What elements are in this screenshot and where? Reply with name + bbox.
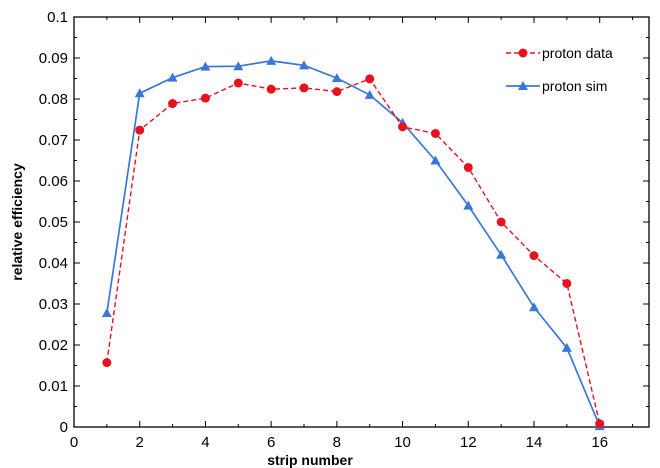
data-point-proton-sim [331,73,342,83]
data-point-proton-sim [364,89,375,99]
y-tick-label: 0.02 [39,337,68,354]
series-proton-sim [101,55,605,431]
data-point-proton-sim [134,88,145,98]
x-axis-label: strip number [267,452,353,468]
y-tick-label: 0.08 [39,91,68,108]
data-point-proton-sim [200,61,211,71]
data-point-proton-data [200,93,210,103]
series-line-proton-data [106,78,601,424]
series-line-proton-sim [106,60,601,427]
x-tick-label: 8 [333,434,341,451]
data-point-proton-data [595,419,605,429]
tick-marks [73,16,649,428]
data-point-proton-data [463,162,473,172]
y-tick-label: 0.04 [39,255,68,272]
data-point-proton-data [299,83,309,93]
x-tick-label: 4 [201,434,209,451]
data-point-proton-sim [299,60,309,70]
data-point-proton-sim [430,155,441,165]
x-tick-label: 2 [136,434,144,451]
y-axis-label: relative efficiency [9,163,25,281]
data-point-proton-sim [266,55,277,65]
data-point-proton-data [233,78,243,88]
legend-label: proton sim [542,78,607,94]
y-tick-label: 0.03 [39,296,68,313]
series-layer [101,55,605,431]
data-point-proton-sim [463,200,474,210]
y-tick-label: 0.01 [39,378,68,395]
series-proton-data [102,74,605,429]
y-tick-labels: 0 0.01 0.02 0.03 0.04 0.05 0.06 0.07 0.08 0.09 0.1 [39,9,68,436]
data-point-proton-sim [101,308,112,318]
y-tick-label: 0.07 [39,132,68,149]
x-tick-labels: 0 2 4 6 8 10 12 14 16 [70,434,608,451]
legend-marker [518,48,528,58]
data-point-proton-sim [167,72,178,82]
x-tick-label: 12 [460,434,477,451]
data-point-proton-data [529,251,539,261]
legend-label: proton data [542,45,613,61]
data-point-proton-data [365,74,375,84]
y-tick-label: 0 [60,419,68,436]
data-point-proton-data [102,358,112,368]
y-tick-label: 0.1 [47,9,68,26]
x-tick-label: 0 [70,434,78,451]
data-point-proton-data [496,217,506,227]
x-tick-label: 6 [267,434,275,451]
x-tick-label: 16 [591,434,608,451]
data-point-proton-sim [561,342,572,352]
data-point-proton-data [398,122,408,132]
data-point-proton-sim [529,302,539,312]
legend-marker [518,81,528,90]
data-point-proton-data [430,128,440,138]
legend-item-proton-data: proton data [506,45,613,61]
y-tick-label: 0.05 [39,214,68,231]
data-point-proton-data [266,84,276,94]
legend-item-proton-sim: proton sim [506,78,607,94]
data-point-proton-data [135,125,145,135]
data-point-proton-sim [496,249,507,259]
data-point-proton-data [168,99,178,109]
data-point-proton-data [562,279,572,288]
y-tick-label: 0.06 [39,173,68,190]
x-tick-label: 10 [394,434,411,451]
data-point-proton-data [332,87,342,97]
x-tick-label: 14 [526,434,543,451]
legend: proton data proton sim [506,45,613,94]
y-tick-label: 0.09 [39,50,68,67]
data-point-proton-sim [233,61,244,71]
